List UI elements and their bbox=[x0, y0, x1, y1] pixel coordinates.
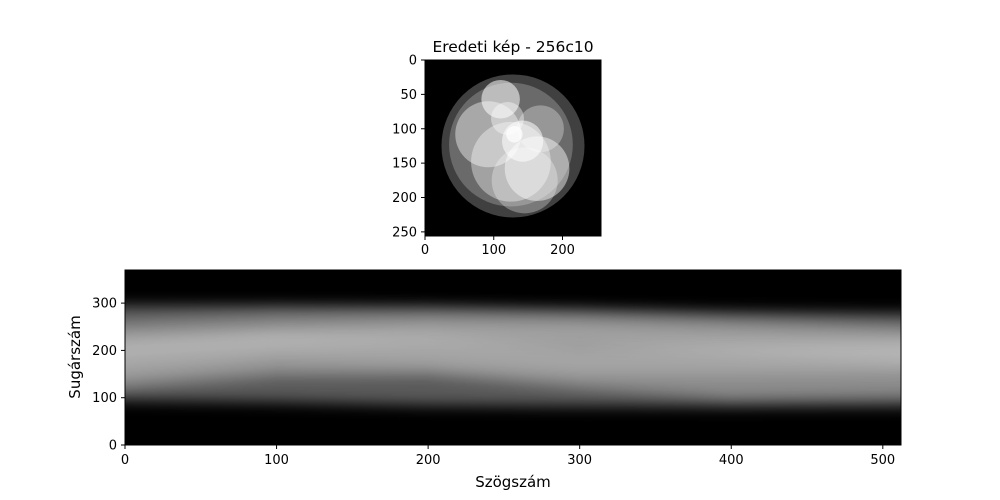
phantom-circles bbox=[441, 74, 585, 218]
y-tick-label: 50 bbox=[400, 88, 417, 103]
original-image-panel: Eredeti kép - 256c10 0 100 200 0 50 100 150 20… bbox=[392, 38, 602, 258]
y-tick-label: 200 bbox=[392, 191, 417, 206]
y-tick-label: 100 bbox=[92, 391, 117, 406]
x-tick-label: 0 bbox=[421, 243, 429, 258]
x-tick-label: 300 bbox=[567, 453, 592, 468]
sinogram-bands bbox=[125, 305, 901, 407]
y-tick-label: 0 bbox=[109, 439, 117, 454]
phantom-circle-9 bbox=[502, 120, 544, 162]
sinogram-x-ticks: 0 100 200 300 400 500 bbox=[121, 445, 895, 468]
sinogram-band-3 bbox=[125, 308, 901, 363]
x-tick-label: 0 bbox=[121, 453, 129, 468]
original-image-y-ticks: 0 50 100 150 200 250 bbox=[392, 54, 425, 240]
x-tick-label: 200 bbox=[416, 453, 441, 468]
sinogram-x-axis-label: Szögszám bbox=[475, 473, 551, 491]
sinogram-y-ticks: 0 100 200 300 bbox=[92, 297, 125, 454]
sinogram-frame bbox=[124, 269, 902, 446]
x-tick-label: 100 bbox=[264, 453, 289, 468]
phantom-circle-7 bbox=[481, 79, 520, 119]
y-tick-label: 150 bbox=[392, 157, 417, 172]
x-tick-label: 200 bbox=[550, 243, 575, 258]
y-tick-label: 100 bbox=[392, 122, 417, 137]
phantom-circle-10 bbox=[506, 126, 523, 143]
x-tick-label: 500 bbox=[870, 453, 895, 468]
original-image-frame bbox=[424, 59, 602, 237]
original-image-title: Eredeti kép - 256c10 bbox=[432, 38, 593, 56]
y-tick-label: 250 bbox=[392, 225, 417, 240]
y-tick-label: 200 bbox=[92, 344, 117, 359]
y-tick-label: 300 bbox=[92, 297, 117, 312]
phantom-circle-5 bbox=[491, 147, 558, 214]
sinogram-y-axis-label: Sugárszám bbox=[66, 315, 84, 398]
y-tick-label: 0 bbox=[409, 54, 417, 69]
x-tick-label: 100 bbox=[481, 243, 506, 258]
x-tick-label: 400 bbox=[719, 453, 744, 468]
original-image-x-ticks: 0 100 200 bbox=[421, 236, 575, 258]
sinogram-panel: 0 100 200 300 400 500 0 100 200 300 Szögszám Sug… bbox=[66, 269, 902, 491]
